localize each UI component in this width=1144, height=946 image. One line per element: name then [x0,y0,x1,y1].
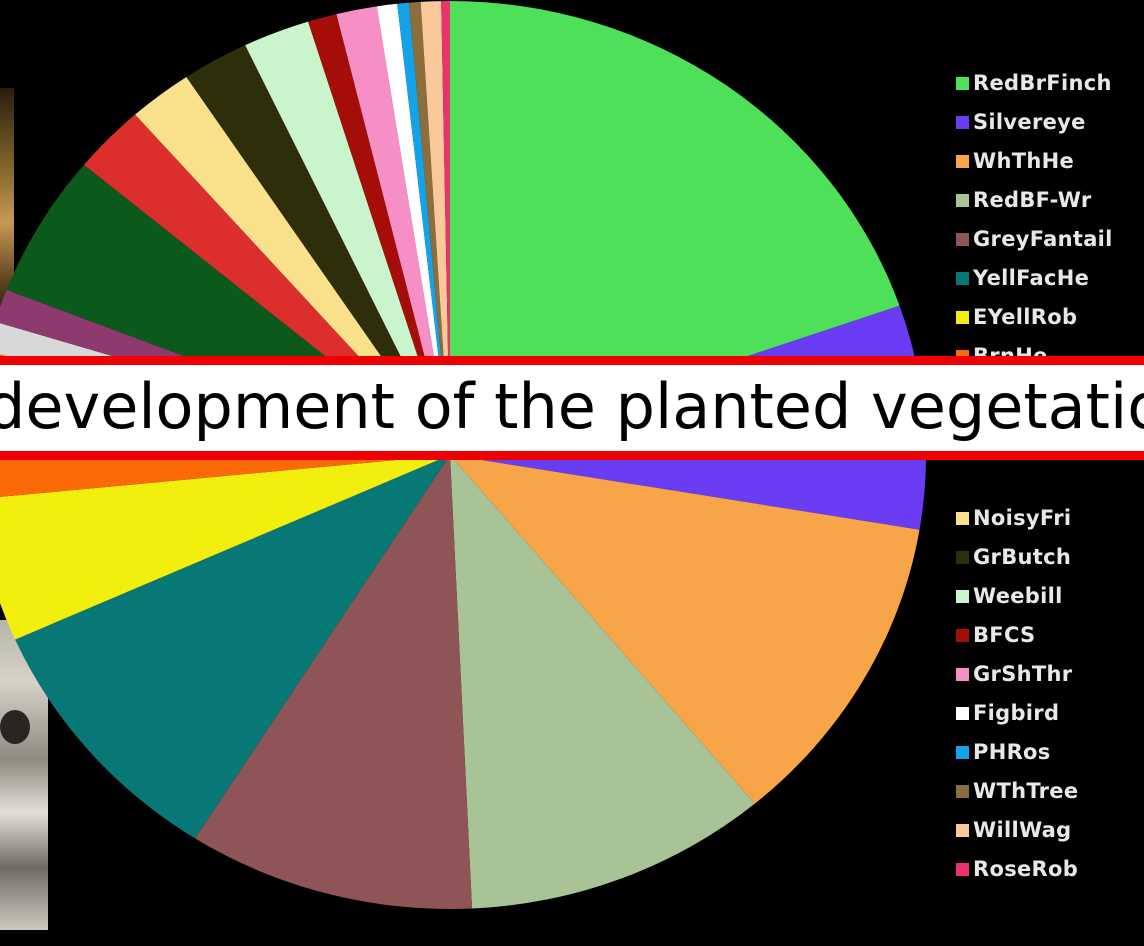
legend-swatch [956,115,969,129]
legend-label: GrShThr [973,662,1073,686]
legend-label: Weebill [973,584,1063,608]
legend-swatch [956,706,969,720]
legend-item-wthtree: WThTree [956,778,1078,804]
legend-swatch [956,511,969,525]
legend-item-noisyfri: NoisyFri [956,505,1071,531]
pie-slice-willwag [420,1,450,456]
legend-label: BFCS [973,623,1036,647]
caption-banner: development of the planted vegetation [0,356,1144,460]
pie-slice-greyfantail [195,455,473,909]
caption-text: development of the planted vegetation [0,370,1144,443]
legend-item-eyellrob: EYellRob [956,304,1077,330]
legend-item-grshthr: GrShThr [956,661,1072,687]
legend-label: YellFacHe [973,266,1090,290]
legend-item-redbrfinch: RedBrFinch [956,70,1112,96]
legend-swatch [956,862,969,876]
legend-swatch [956,628,969,642]
pie-slice-weebill [245,21,450,455]
legend-label: RedBF-Wr [973,188,1092,212]
legend-swatch [956,784,969,798]
legend-label: WillWag [973,818,1072,842]
legend-label: WhThHe [973,149,1075,173]
legend-item-willwag: WillWag [956,817,1071,843]
legend-item-phros: PHRos [956,739,1051,765]
legend-label: RedBrFinch [973,71,1112,95]
legend-label: NoisyFri [973,506,1072,530]
pie-slice-grshthr [336,6,450,455]
pie-slice-roserob [441,1,450,455]
pie-slice-phros [397,2,450,456]
legend-swatch [956,310,969,324]
legend-swatch [956,193,969,207]
legend-item-bfcs: BFCS [956,622,1035,648]
legend-label: EYellRob [973,305,1078,329]
legend-item-figbird: Figbird [956,700,1059,726]
pie-slice-redbrfinch [450,1,900,455]
legend-item-greyfantail: GreyFantail [956,226,1113,252]
pie-slice-yellfache [15,455,450,839]
bird-photo-top [0,88,14,332]
legend-label: PHRos [973,740,1051,764]
legend-item-weebill: Weebill [956,583,1063,609]
legend-item-redbf-wr: RedBF-Wr [956,187,1091,213]
pie-slice-figbird [376,3,450,455]
legend-label: WThTree [973,779,1079,803]
legend-swatch [956,589,969,603]
pie-slice-redbf-wr [450,455,755,909]
pie-slice-whthhe [450,455,920,804]
legend-label: Figbird [973,701,1060,725]
legend-item-silvereye: Silvereye [956,109,1086,135]
pie-slice-wthtree [408,1,450,455]
legend-swatch [956,271,969,285]
legend-label: RoseRob [973,857,1079,881]
legend-swatch [956,232,969,246]
legend-swatch [956,667,969,681]
legend-swatch [956,154,969,168]
legend-label: GrButch [973,545,1072,569]
legend-swatch [956,76,969,90]
legend-swatch [956,823,969,837]
pie-slice-grbutch [186,45,450,456]
legend-label: GreyFantail [973,227,1113,251]
legend-item-grbutch: GrButch [956,544,1071,570]
pie-slice-bfcs [308,14,450,455]
legend-item-yellfache: YellFacHe [956,265,1089,291]
legend-item-whthhe: WhThHe [956,148,1074,174]
legend-swatch [956,745,969,759]
legend-label: Silvereye [973,110,1086,134]
legend-swatch [956,550,969,564]
pie-slice-eyellrob [0,455,450,640]
legend-item-roserob: RoseRob [956,856,1078,882]
